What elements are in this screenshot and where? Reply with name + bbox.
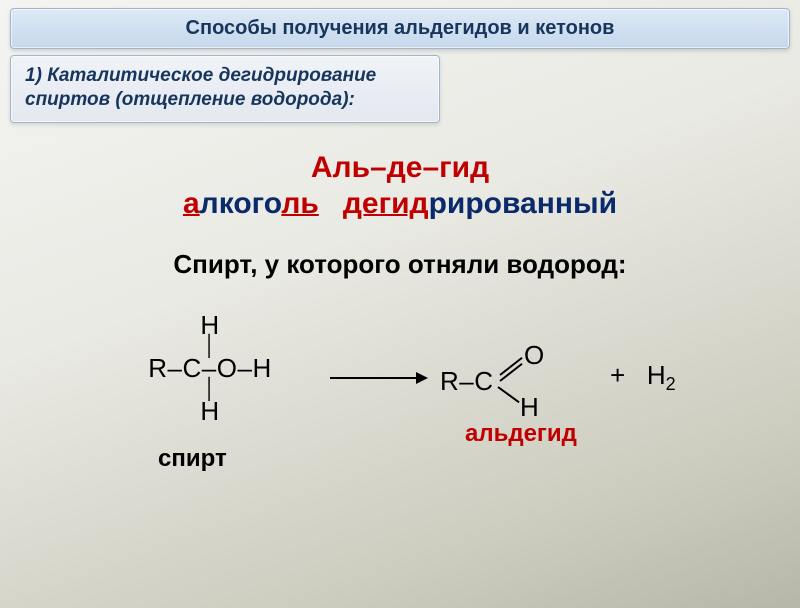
product-aldehyde: R–C O H — [440, 340, 580, 420]
product-h: H — [520, 392, 539, 423]
product-o: O — [524, 340, 545, 371]
seg-degid: дегид — [343, 187, 429, 220]
seg-lkogo: лкого — [200, 187, 282, 220]
seg-a: а — [183, 187, 200, 220]
method-line2: спиртов (отщепление водорода): — [25, 89, 355, 110]
product-rc: R–C — [440, 366, 494, 397]
page-title: Способы получения альдегидов и кетонов — [186, 17, 615, 39]
bond-bottom: │ — [100, 384, 320, 396]
method-box: 1) Каталитическое дегидрирование спиртов… — [10, 55, 440, 123]
method-number: 1) — [25, 65, 42, 86]
reaction-scheme: H │ R–C–O–H │ H R–C O H + H2 спирт альде… — [80, 310, 720, 480]
mnemonic-line1: Аль–де–гид — [0, 151, 800, 185]
title-bar: Способы получения альдегидов и кетонов — [10, 8, 790, 49]
bond-top: │ — [100, 341, 320, 353]
label-spirt: спирт — [158, 445, 227, 473]
h2-h: H — [647, 360, 666, 390]
single-bond — [497, 386, 519, 403]
h2-sub: 2 — [666, 374, 676, 394]
reagent-alcohol: H │ R–C–O–H │ H — [100, 310, 320, 427]
seg-l: ль — [281, 187, 319, 220]
mnemonic-line2: алкогольдегидрированный — [0, 187, 800, 221]
byproduct: + H2 — [610, 360, 676, 395]
statement-text: Спирт, у которого отняли водород: — [0, 249, 800, 280]
method-line1: Каталитическое дегидрирование — [47, 65, 376, 86]
mnemonic-word: Аль–де–гид — [311, 151, 489, 184]
reaction-arrow-icon — [328, 366, 428, 390]
reagent-bottom-h: H — [200, 396, 219, 426]
seg-rirov: рированный — [429, 187, 617, 220]
label-aldehyde: альдегид — [465, 420, 577, 448]
plus-sign: + — [610, 360, 625, 390]
